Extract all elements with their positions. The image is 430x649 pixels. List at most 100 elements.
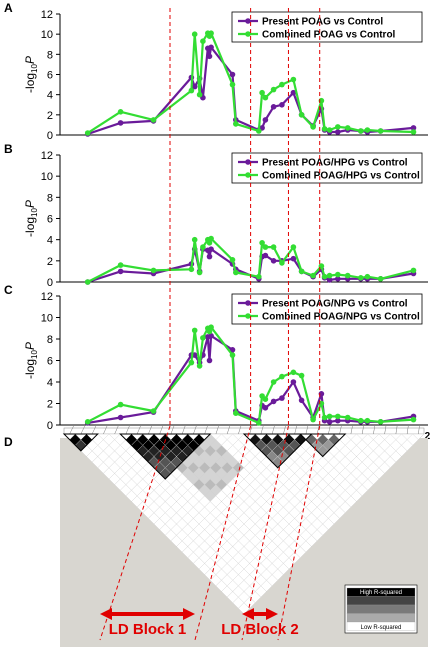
ld-connector bbox=[91, 425, 97, 435]
ld-connector bbox=[283, 425, 286, 435]
ld-block-dashed-line bbox=[241, 425, 289, 641]
ld-connector bbox=[271, 425, 275, 435]
ld-connector bbox=[80, 425, 85, 435]
data-point bbox=[358, 417, 364, 424]
data-point bbox=[344, 125, 351, 131]
data-point bbox=[377, 128, 384, 134]
ld-connector bbox=[350, 425, 353, 435]
legend: Present POAG vs Control Combined POAG vs … bbox=[231, 11, 423, 43]
ld-connector bbox=[226, 425, 231, 435]
ld-block-label: LD Block 1 bbox=[109, 621, 187, 638]
data-point bbox=[117, 109, 124, 115]
data-point bbox=[344, 414, 351, 421]
data-point bbox=[188, 266, 195, 273]
data-point bbox=[410, 129, 417, 135]
legend-label: Present POAG vs Control bbox=[262, 17, 383, 28]
data-point bbox=[117, 262, 124, 268]
data-point bbox=[290, 379, 297, 385]
data-point bbox=[364, 273, 371, 280]
ld-connector bbox=[125, 425, 130, 435]
data-point bbox=[410, 416, 417, 423]
data-point bbox=[262, 405, 269, 411]
data-point bbox=[150, 267, 157, 274]
ld-block-arrow-head-right bbox=[183, 608, 195, 620]
y-axis-label-var: P bbox=[23, 342, 37, 350]
ld-block-dashed-line bbox=[194, 425, 252, 641]
data-point bbox=[410, 267, 417, 274]
panel-letter: B bbox=[4, 142, 13, 156]
y-axis-label-sub: 10 bbox=[30, 350, 39, 359]
data-point bbox=[335, 413, 341, 420]
data-point bbox=[290, 89, 297, 96]
data-point bbox=[84, 130, 91, 136]
data-point bbox=[270, 379, 277, 385]
ld-block-arrow-head-right bbox=[266, 608, 278, 620]
data-point bbox=[206, 328, 213, 335]
data-point bbox=[279, 102, 285, 108]
y-tick-label: 12 bbox=[41, 150, 53, 162]
ld-block-arrow-head-left bbox=[242, 608, 254, 620]
data-point bbox=[358, 128, 364, 134]
legend-swatch-point bbox=[245, 159, 251, 165]
data-point bbox=[290, 369, 297, 376]
legend-box bbox=[231, 152, 423, 184]
ld-connector bbox=[373, 425, 376, 435]
ld-connector bbox=[136, 425, 141, 435]
legend-box bbox=[231, 293, 423, 325]
y-axis-label-sub: 10 bbox=[30, 64, 39, 73]
data-point bbox=[335, 124, 341, 130]
data-point bbox=[321, 273, 328, 280]
legend-swatch-point bbox=[245, 172, 251, 178]
data-point bbox=[377, 419, 384, 425]
data-point bbox=[298, 372, 305, 379]
data-point bbox=[229, 71, 236, 78]
ld-block-arrow-head-left bbox=[100, 608, 112, 620]
data-point bbox=[84, 279, 91, 285]
data-point bbox=[117, 414, 124, 421]
data-point bbox=[233, 121, 239, 127]
data-point bbox=[206, 253, 213, 260]
data-point bbox=[326, 127, 333, 133]
ld-connector bbox=[249, 425, 253, 435]
data-point bbox=[310, 272, 316, 279]
data-point bbox=[364, 417, 371, 424]
ld-connector bbox=[305, 425, 309, 435]
data-point bbox=[200, 335, 206, 341]
y-tick-label: 10 bbox=[41, 313, 53, 325]
data-point bbox=[377, 276, 384, 282]
ld-block-outline-small bbox=[62, 433, 99, 452]
y-tick-label: 2 bbox=[47, 399, 53, 411]
data-point bbox=[208, 246, 214, 252]
ld-connector bbox=[204, 425, 208, 435]
data-point bbox=[290, 76, 297, 83]
panel-letter: D bbox=[4, 435, 13, 449]
panel-letter: C bbox=[4, 283, 13, 297]
data-point bbox=[208, 324, 214, 331]
data-point bbox=[188, 87, 195, 94]
y-axis-label: -log10P bbox=[23, 56, 39, 93]
data-point bbox=[206, 357, 213, 364]
y-tick-label: 6 bbox=[47, 70, 53, 82]
data-point bbox=[310, 416, 316, 423]
data-point bbox=[298, 397, 305, 404]
ld-connector bbox=[384, 425, 387, 435]
y-axis-label-var: P bbox=[23, 200, 37, 208]
data-point bbox=[270, 258, 277, 264]
data-point bbox=[200, 244, 206, 250]
data-point bbox=[200, 38, 206, 44]
ld-connector bbox=[361, 425, 364, 435]
data-point bbox=[298, 268, 305, 275]
y-tick-label: 0 bbox=[47, 130, 53, 142]
panel-letter: A bbox=[4, 1, 13, 15]
y-axis-label: -log10P bbox=[23, 342, 39, 379]
data-point bbox=[298, 112, 305, 118]
y-tick-label: 12 bbox=[41, 9, 53, 21]
data-point bbox=[196, 363, 203, 369]
data-point bbox=[358, 275, 364, 281]
data-point bbox=[410, 125, 417, 131]
y-axis-label-base: -log bbox=[23, 217, 37, 237]
data-point bbox=[229, 257, 236, 263]
ld-connector bbox=[114, 425, 119, 435]
